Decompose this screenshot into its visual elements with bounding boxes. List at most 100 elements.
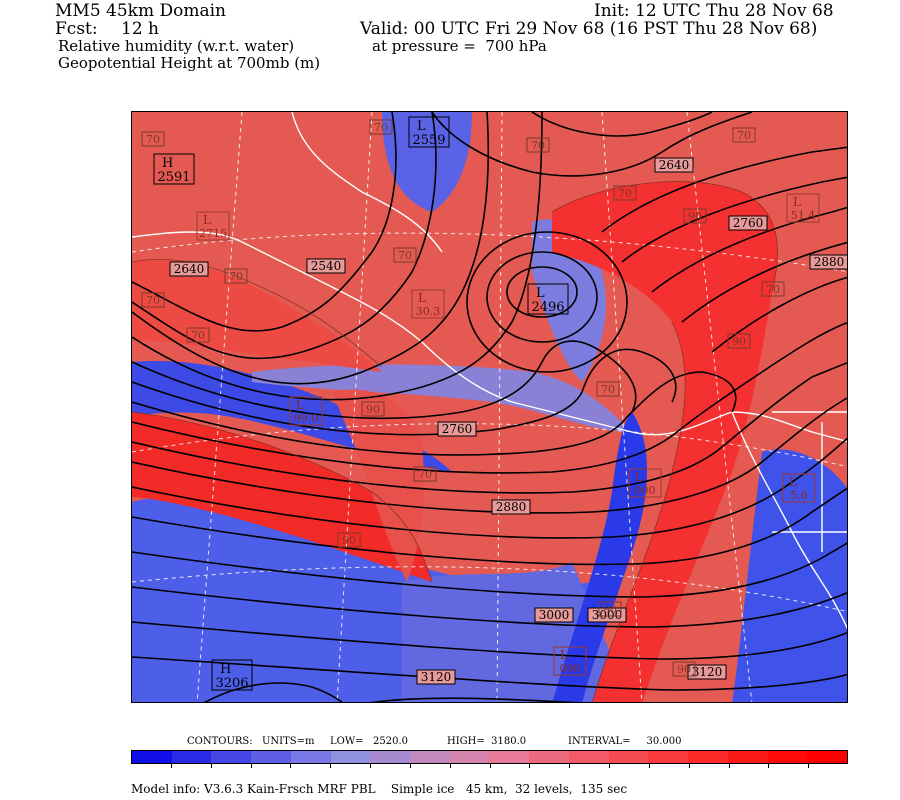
- faint-center-type: L: [418, 291, 426, 305]
- faint-center-type: L: [793, 195, 801, 209]
- rh-contour-label: 90: [361, 401, 385, 417]
- rh-label-text: 70: [146, 294, 160, 307]
- height-contours: [132, 112, 847, 702]
- height-label-text: 2640: [174, 262, 205, 276]
- rh-contour-label: 70: [732, 127, 756, 143]
- rh-contour-label: 70: [526, 137, 550, 153]
- colorbar-tick: [450, 764, 451, 768]
- init-time: Init: 12 UTC Thu 28 Nov 68: [594, 1, 834, 21]
- rh-label-text: 90: [677, 663, 691, 676]
- rh-label-text: 70: [374, 121, 388, 134]
- center-value: 2559: [412, 133, 445, 148]
- colorbar-swatch: [171, 751, 212, 763]
- rh-contours: [132, 181, 778, 702]
- colorbar-tick: [290, 764, 291, 768]
- faint-center-value: 51.4: [791, 209, 816, 222]
- faint-center-type: L: [789, 475, 797, 489]
- rh-label-text: 70: [618, 187, 632, 200]
- colorbar-tick: [171, 764, 172, 768]
- colorbar-swatch: [449, 751, 490, 763]
- contours-high: HIGH= 3180.0: [447, 736, 527, 747]
- height-contour-label: 2640: [654, 157, 694, 173]
- center-value: 2496: [531, 300, 564, 315]
- pressure-level: at pressure = 700 hPa: [372, 37, 547, 55]
- rh-contour-label: 70: [369, 119, 393, 135]
- rh-label-text: 90: [688, 210, 702, 223]
- rh-contour-label: 70: [596, 381, 620, 397]
- height-label-text: 2760: [733, 216, 764, 230]
- rh-contour-label: 70: [224, 268, 248, 284]
- contours-units: UNITS=m: [262, 736, 315, 747]
- height-contour-label: 3120: [416, 669, 456, 685]
- domain-title: MM5 45km Domain: [55, 1, 226, 21]
- rh-contour-label: 70: [141, 131, 165, 147]
- rh-label-text: 70: [531, 139, 545, 152]
- rh-label-text: 70: [418, 468, 432, 481]
- colorbar-swatch: [290, 751, 331, 763]
- rh-contour-label: 70: [761, 281, 785, 297]
- faint-center-value: 000: [635, 484, 656, 497]
- rh-contour-label: 70: [141, 292, 165, 308]
- faint-center-type: L: [635, 470, 643, 484]
- colorbar-tick: [529, 764, 530, 768]
- rh-moist-mid: [332, 389, 424, 582]
- colorbar-swatch: [410, 751, 450, 763]
- height-contour-label: 2640: [169, 261, 209, 277]
- height-label-text: 2880: [496, 500, 527, 514]
- height-label-text: 3000: [539, 608, 570, 622]
- field-height-title: Geopotential Height at 700mb (m): [58, 54, 321, 72]
- rh-contour-label: 90: [683, 208, 707, 224]
- low-center-faint: L51.4: [786, 193, 820, 223]
- colorbar-swatch: [807, 751, 847, 763]
- rh-contour-label: 70: [393, 247, 417, 263]
- colorbar-tick: [808, 764, 809, 768]
- forecast-label: Fcst:: [55, 19, 98, 39]
- colorbar-tick: [768, 764, 769, 768]
- height-contour-label: 2760: [437, 421, 477, 437]
- rh-dry-band2: [252, 364, 632, 432]
- rh-label-text: 90: [732, 335, 746, 348]
- faint-center-type: L: [296, 398, 304, 412]
- center-value: 2591: [157, 170, 190, 185]
- colorbar-swatch: [370, 751, 411, 763]
- rh-label-layer: 70 70 70 70 70 70 70 70 70 70 70 70 90 90 90 90 90 90: [141, 119, 785, 677]
- center-value: 3206: [215, 676, 248, 691]
- rh-label-text: 90: [366, 403, 380, 416]
- height-contour-label: 2540: [306, 258, 346, 274]
- faint-center-value: 5.6: [790, 489, 808, 502]
- colorbar-swatch: [330, 751, 371, 763]
- colorbar-swatch: [489, 751, 530, 763]
- height-contour-label: 2760: [728, 215, 768, 231]
- rh-contour-label: 90: [598, 601, 622, 617]
- colorbar-tick: [251, 764, 252, 768]
- center-type: H: [162, 156, 173, 171]
- colorbar-tick: [609, 764, 610, 768]
- center-layer: H2591L2559L2496H3206L2715L30.3L99.0L51.4…: [153, 116, 820, 691]
- height-label-text: 3120: [421, 670, 452, 684]
- colorbar-tick: [370, 764, 371, 768]
- faint-center-value: 99.0: [294, 412, 319, 425]
- faint-center-type: L: [203, 213, 211, 227]
- colorbar-tick: [330, 764, 331, 768]
- colorbar-swatch: [211, 751, 252, 763]
- field-rh-title: Relative humidity (w.r.t. water): [58, 37, 295, 55]
- rh-contour-label: 90: [727, 333, 751, 349]
- rh-contour-label: 70: [613, 185, 637, 201]
- height-contour-label: 2880: [809, 254, 847, 270]
- rh-label-text: 70: [191, 329, 205, 342]
- contours-label: CONTOURS:: [187, 736, 253, 747]
- colorbar: [131, 750, 848, 764]
- colorbar-swatch: [688, 751, 728, 763]
- rh-contour-label: 70: [413, 466, 437, 482]
- contours-interval: INTERVAL= 30.000: [568, 736, 682, 747]
- rh-label-text: 70: [229, 270, 243, 283]
- colorbar-swatch: [568, 751, 609, 763]
- rh-dry-east: [732, 449, 847, 702]
- height-contour-label: 3120: [687, 664, 727, 680]
